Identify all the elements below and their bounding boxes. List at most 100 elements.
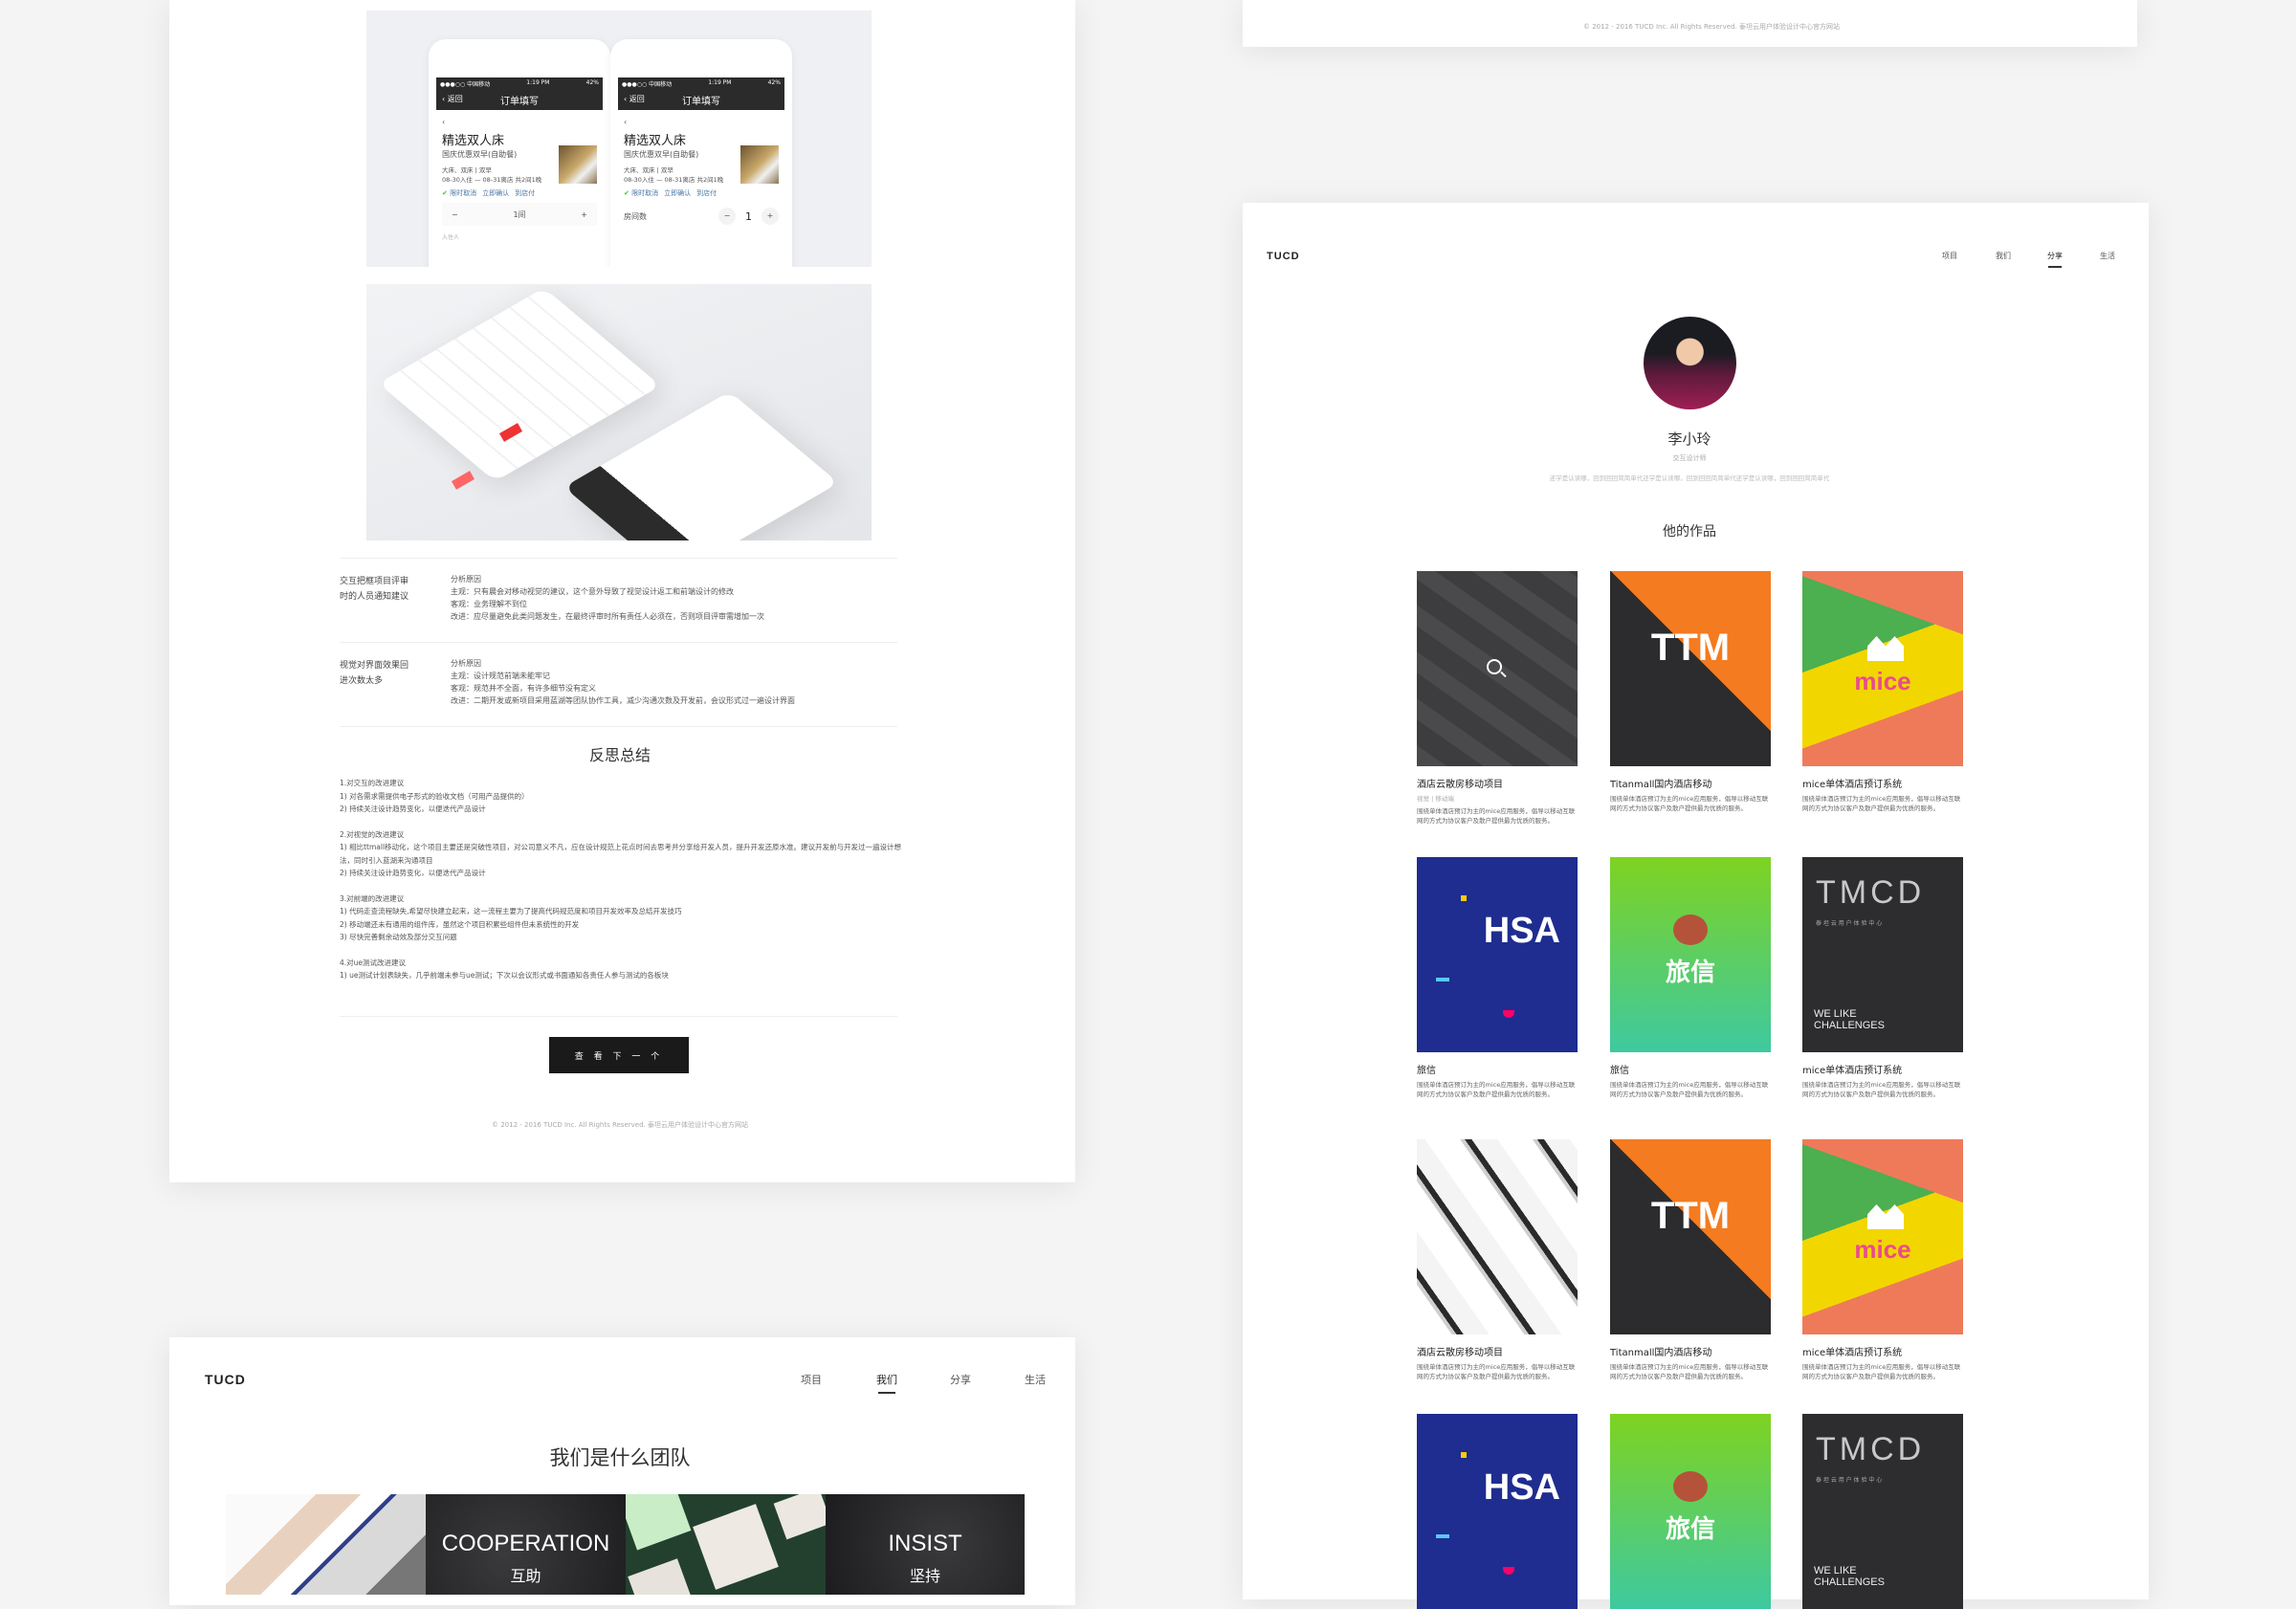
nav-item-about[interactable]: 我们 (876, 1374, 897, 1386)
back-label: 返回 (447, 95, 463, 103)
cover-slogan: CHALLENGES (1814, 1576, 1885, 1588)
work-cover-screens (1417, 1139, 1578, 1334)
work-cover-mice: mice (1802, 1139, 1963, 1334)
divider (340, 1016, 897, 1017)
nav-item-projects[interactable]: 项目 (1942, 252, 1957, 260)
review-body: 分析原因 主观：设计规范前端未能牢记 客观：规范并不全面，有许多细节没有定义 改进：二… (451, 657, 795, 707)
review-row: 交互把框项目评审 时的人员通知建议 (340, 574, 408, 605)
sticky-note (626, 1494, 692, 1551)
cover-logo-text: HSA (1483, 911, 1560, 951)
decor-dash (1436, 978, 1449, 981)
designer-role: 交互设计师 (1672, 454, 1707, 462)
cover-slogan: WE LIKE (1814, 1565, 1857, 1576)
nav-item-projects[interactable]: 项目 (801, 1374, 822, 1386)
review-row: 视觉对界面效果回 进次数太多 (340, 658, 408, 689)
house-icon (1867, 1204, 1904, 1229)
tag: 到店付 (515, 189, 536, 197)
work-card[interactable]: HSA 旅信 围绕单体酒店预订为主的mice应用服务，倡导以移动互联网的方式为协议客… (1417, 857, 1578, 1099)
work-card[interactable]: mice mice单体酒店预订系统 围绕单体酒店预订为主的mice应用服务，倡导以移… (1802, 1139, 1963, 1381)
stepper-value: 1 (745, 209, 752, 223)
cover-slogan: WE LIKE (1814, 1008, 1857, 1020)
summary-heading: 2.对视觉的改进建议 (340, 829, 405, 839)
red-badge (451, 471, 475, 490)
cover-subtitle: 泰 坦 云 用 户 体 验 中 心 (1816, 920, 1883, 927)
work-card[interactable]: TTM Titanmall国内酒店移动 围绕单体酒店预订为主的mice应用服务，倡导… (1610, 571, 1771, 813)
work-card[interactable]: mice mice单体酒店预订系统 围绕单体酒店预订为主的mice应用服务，倡导以移… (1802, 571, 1963, 813)
work-description: 围绕单体酒店预订为主的mice应用服务，倡导以移动互联网的方式为协议客户及散户提… (1802, 1081, 1961, 1098)
review-line: 分析原因 (451, 575, 481, 584)
divider (340, 642, 897, 643)
nav-item-life[interactable]: 生活 (1025, 1374, 1046, 1386)
avatar (1644, 317, 1736, 409)
review-line: 改进：二期开发或新项目采用蓝湖等团队协作工具，减少沟通次数及开发前，会议形式过一… (451, 696, 795, 705)
room-name: 精选双人床 (442, 134, 505, 148)
room-dates: 08-30入住 — 08-31离店 共2间1晚 (442, 176, 542, 184)
work-card[interactable]: 旅信 旅信 围绕单体酒店预订为主的mice应用服务，倡导以移动互联网的方式为协议客户… (1610, 857, 1771, 1099)
work-card[interactable]: TTM Titanmall国内酒店移动 围绕单体酒店预订为主的mice应用服务，倡导… (1610, 1139, 1771, 1381)
work-tag: 视觉 | 移动端 (1417, 795, 1454, 803)
tag: 立即确认 (664, 189, 692, 197)
tile-title-en: INSIST (888, 1531, 962, 1556)
team-value-tile-insist[interactable]: INSIST 坚持 (826, 1494, 1025, 1595)
room-count-stepper[interactable]: 房间数 −1 + (624, 208, 779, 225)
work-card[interactable]: 酒店云散房移动项目 围绕单体酒店预订为主的mice应用服务，倡导以移动互联网的方式… (1417, 1139, 1578, 1381)
works-title: 他的作品 (1663, 524, 1716, 540)
stepper-label: 房间数 (624, 211, 647, 221)
team-title: 我们是什么团队 (549, 1446, 691, 1469)
room-beds: 大床、双床 | 双早 (624, 166, 673, 174)
team-value-tile-cooperation[interactable]: COOPERATION 互助 (426, 1494, 626, 1595)
chevron-left-icon[interactable]: ‹ (624, 118, 628, 126)
work-cover-ttm: TTM (1610, 571, 1771, 766)
nav-item-about[interactable]: 我们 (1996, 252, 2011, 260)
work-description: 围绕单体酒店预订为主的mice应用服务，倡导以移动互联网的方式为协议客户及散户提… (1610, 1363, 1769, 1380)
room-stepper[interactable]: − 1间 + (442, 203, 597, 226)
nav-item-share[interactable]: 分享 (950, 1374, 971, 1386)
summary-section: 3.对前端的改进建议 1) 代码走查流程缺失,希望尽快建立起来，这一流程主要为了提… (340, 893, 904, 944)
plus-button[interactable]: + (581, 209, 587, 219)
work-title: mice单体酒店预订系统 (1802, 780, 1903, 790)
work-title: 旅信 (1417, 1066, 1436, 1076)
cover-logo-text: TMCD (1816, 1431, 1926, 1467)
work-card[interactable]: HSA (1417, 1414, 1578, 1609)
stepper-value: 1间 (513, 209, 526, 219)
designer-name: 李小玲 (1667, 430, 1711, 448)
summary-title: 反思总结 (588, 746, 651, 764)
tucd-logo[interactable]: TUCD (1267, 251, 1300, 262)
tucd-logo[interactable]: TUCD (205, 1372, 246, 1387)
review-line: 主观：设计规范前端未能牢记 (451, 672, 550, 680)
work-title: 酒店云散房移动项目 (1417, 1348, 1503, 1358)
back-button[interactable]: ‹ 返回 (624, 95, 645, 103)
footer-copyright: © 2012 - 2016 TUCD Inc. All Rights Reser… (492, 1121, 748, 1129)
work-title: Titanmall国内酒店移动 (1610, 780, 1712, 790)
isometric-screens-mockup (366, 284, 872, 540)
decor-dash (1436, 1534, 1449, 1538)
plus-button[interactable]: + (762, 208, 779, 225)
phone-mockup-iso-1 (378, 287, 661, 482)
carrier: ●●●○○ 中国移动 (622, 81, 673, 88)
nav-item-share[interactable]: 分享 (2047, 252, 2063, 260)
work-card[interactable]: 旅信 (1610, 1414, 1771, 1609)
summary-section: 2.对视觉的改进建议 1) 相比ttmall移动化，这个项目主要还是突破性项目，对… (340, 828, 904, 880)
next-project-button[interactable]: 查 看 下 一 个 (549, 1037, 689, 1073)
page-footer-panel: © 2012 - 2016 TUCD Inc. All Rights Reser… (1243, 0, 2137, 47)
team-photo-tile (226, 1494, 426, 1595)
minus-button[interactable]: − (452, 209, 458, 219)
minus-button[interactable]: − (718, 208, 736, 225)
work-card[interactable]: 酒店云散房移动项目 视觉 | 移动端 围绕单体酒店预订为主的mice应用服务，倡导以… (1417, 571, 1578, 826)
summary-section: 1.对交互的改进建议 1) 对各需求需提供电子形式的验收文档（可用产品提供的） 2)… (340, 777, 904, 816)
chevron-left-icon[interactable]: ‹ (442, 118, 446, 126)
back-button[interactable]: ‹ 返回 (442, 95, 463, 103)
work-card[interactable]: TMCD 泰 坦 云 用 户 体 验 中 心 WE LIKE CHALLENGES mi… (1802, 857, 1963, 1099)
summary-item: 2) 持续关注设计趋势变化，以便迭代产品设计 (340, 804, 486, 813)
review-line: 客观：业务理解不到位 (451, 600, 527, 608)
review-label: 视觉对界面效果回 进次数太多 (340, 658, 408, 689)
nav-active-underline (878, 1392, 895, 1394)
room-dates: 08-30入住 — 08-31离店 共2间1晚 (624, 176, 724, 184)
summary-item: 1) 对各需求需提供电子形式的验收文档（可用产品提供的） (340, 791, 529, 801)
tile-title-cn: 互助 (510, 1569, 541, 1585)
nav-item-life[interactable]: 生活 (2100, 252, 2115, 260)
summary-heading: 1.对交互的改进建议 (340, 779, 405, 787)
work-card[interactable]: TMCD 泰 坦 云 用 户 体 验 中 心 WE LIKE CHALLENGES (1802, 1414, 1963, 1609)
nav-active-underline (2048, 266, 2062, 268)
review-body: 分析原因 主观：只有晨会对移动视觉的建议，这个意外导致了视觉设计返工和前端设计的修… (451, 573, 764, 623)
